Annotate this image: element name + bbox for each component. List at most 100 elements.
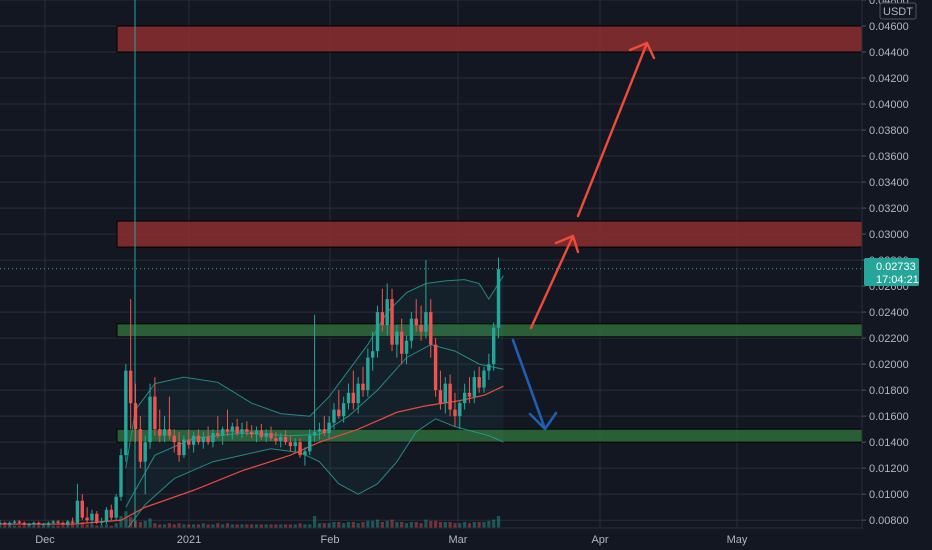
candle-body	[17, 521, 22, 523]
volume-bar	[206, 524, 210, 528]
candle-body	[366, 357, 370, 391]
candle-body	[385, 299, 389, 326]
candle-body	[424, 312, 428, 332]
up-arrow-to-target[interactable]	[576, 41, 656, 218]
volume-bar	[80, 522, 84, 528]
volume-bar	[104, 524, 109, 528]
volume-bar	[182, 524, 186, 528]
candle-body	[90, 513, 94, 521]
candle-body	[196, 435, 201, 443]
candle-body	[138, 429, 143, 462]
volume-bar	[172, 524, 176, 528]
candle-body	[0, 522, 2, 524]
currency-badge-box	[879, 2, 917, 20]
volume-bar	[3, 525, 7, 528]
volume-bar	[274, 524, 278, 528]
volume-bar	[303, 524, 307, 528]
candle-body	[303, 451, 307, 456]
candle-body	[472, 377, 477, 397]
price-tick-label: 0.03400	[869, 177, 909, 189]
volume-bar	[0, 525, 2, 528]
down-arrow-to-support[interactable]	[511, 338, 558, 431]
volume-bar	[264, 524, 268, 528]
price-tick-label: 0.03800	[869, 125, 909, 137]
volume-bar	[148, 518, 152, 528]
candle-body	[322, 429, 326, 434]
price-tick-label: 0.03000	[869, 229, 909, 241]
candle-body	[288, 442, 293, 447]
price-tick-label: 0.04000	[869, 99, 909, 111]
volume-bar	[245, 524, 249, 528]
candle-body	[259, 430, 264, 437]
volume-bar	[143, 520, 147, 528]
candle-body	[51, 521, 55, 523]
candle-body	[458, 403, 462, 417]
volume-bar	[492, 519, 496, 528]
resistance-zone[interactable]	[116, 25, 863, 53]
candle-body	[380, 312, 385, 326]
volume-bar	[395, 522, 399, 528]
candle-body	[124, 370, 128, 456]
candle-body	[462, 392, 467, 404]
time-axis-background[interactable]	[0, 528, 862, 550]
volume-bar	[477, 522, 481, 528]
price-tick-label: 0.02000	[869, 359, 909, 371]
candle-body	[293, 442, 297, 447]
candle-body	[404, 340, 409, 354]
candle-body	[172, 435, 176, 443]
candle-body	[153, 396, 157, 430]
candle-body	[128, 370, 133, 404]
volume-bar	[138, 522, 142, 528]
volume-bar	[12, 525, 17, 528]
volume-bar	[313, 516, 317, 528]
currency-badge[interactable]: USDT	[879, 2, 917, 20]
last-price-tag: 0.02733 17:04:21	[864, 258, 919, 286]
trend-arrows[interactable]	[511, 41, 656, 431]
volume-bar	[443, 522, 447, 528]
candle-body	[211, 433, 215, 443]
price-tick-label: 0.01000	[869, 489, 909, 501]
candle-body	[143, 442, 147, 462]
price-tick-label: 0.01400	[869, 437, 909, 449]
candles	[0, 257, 862, 526]
up-arrow-to-resistance[interactable]	[529, 234, 580, 330]
candle-body	[254, 430, 259, 435]
volume-bar	[177, 523, 181, 528]
volume-bar	[56, 525, 60, 528]
candle-body	[443, 383, 447, 404]
time-tick-label: 2021	[177, 534, 201, 546]
candle-body	[133, 403, 138, 430]
volume-bar	[22, 525, 26, 528]
price-tick-label: 0.02400	[869, 307, 909, 319]
resistance-zone[interactable]	[116, 220, 863, 248]
volume-bar	[95, 525, 99, 528]
candle-body	[41, 524, 46, 526]
volume-bar	[90, 524, 94, 528]
candle-body	[395, 331, 399, 345]
volume-bar	[37, 525, 41, 528]
candle-body	[12, 521, 17, 523]
price-tick-label: 0.04600	[869, 21, 909, 33]
volume-bar	[371, 520, 375, 528]
price-tick-label: 0.03600	[869, 151, 909, 163]
bollinger-upper-line	[125, 275, 504, 469]
volume-bar	[196, 524, 201, 528]
volume-bar	[114, 523, 118, 528]
volume-bar	[240, 524, 244, 528]
last-price-label: 0.02733	[876, 261, 916, 273]
volume-bar	[254, 524, 259, 528]
volume-bar	[158, 524, 162, 528]
price-tick-label: 0.01600	[869, 411, 909, 423]
candle-body	[453, 409, 457, 417]
volume-bar	[496, 516, 501, 528]
candle-body	[346, 392, 351, 404]
volume-bar	[293, 524, 297, 528]
volume-bar	[404, 523, 409, 528]
time-tick-label: Apr	[591, 534, 608, 546]
candle-body	[80, 500, 84, 518]
volume-bars	[0, 511, 501, 528]
volume-bar	[46, 524, 50, 528]
candle-body	[66, 521, 70, 525]
